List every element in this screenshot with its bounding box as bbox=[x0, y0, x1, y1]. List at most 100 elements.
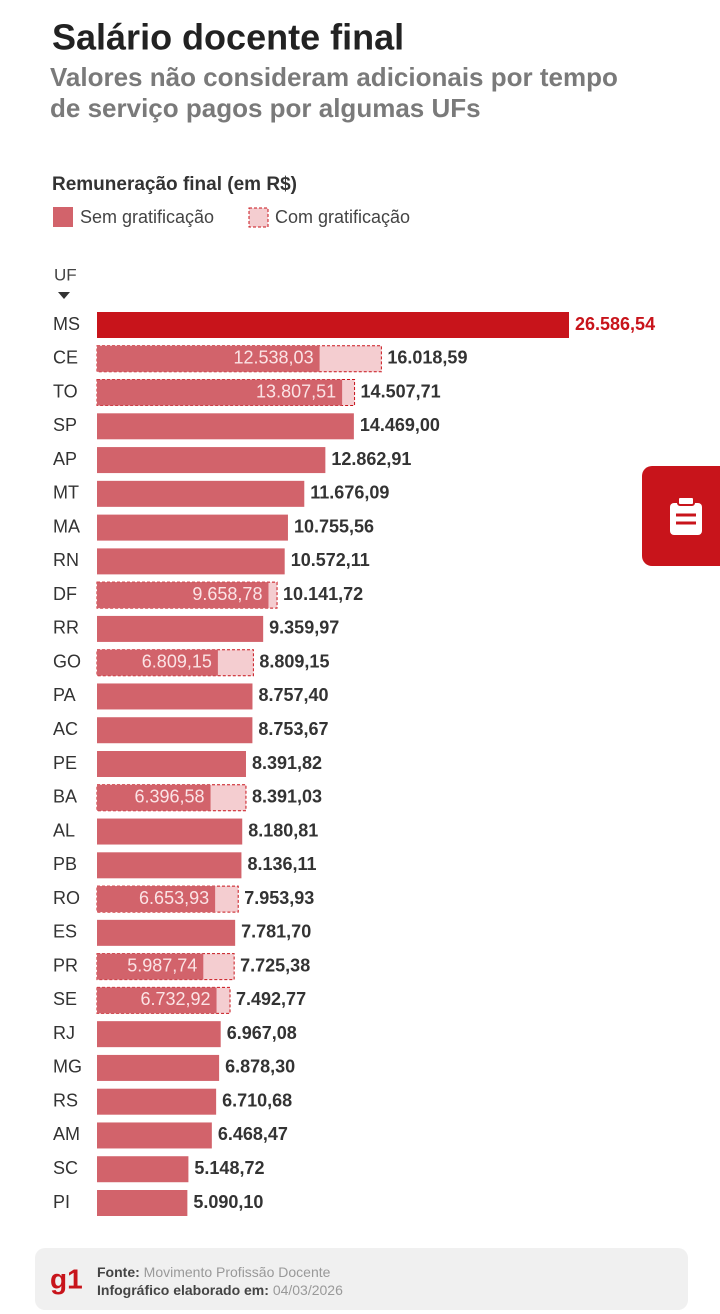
inner-value-label: 6.653,93 bbox=[139, 888, 209, 908]
footer-box bbox=[35, 1248, 688, 1310]
value-label: 10.755,56 bbox=[294, 516, 374, 536]
value-label: 11.676,09 bbox=[310, 483, 389, 503]
bar bbox=[97, 683, 253, 710]
legend-swatch bbox=[248, 207, 269, 228]
bar bbox=[97, 582, 269, 609]
value-label: 6.468,47 bbox=[218, 1124, 288, 1144]
footer-date: Infográfico elaborado em: 04/03/2026 bbox=[97, 1282, 343, 1298]
bar bbox=[97, 1054, 220, 1081]
value-label: 8.136,11 bbox=[247, 854, 316, 874]
category-label: SC bbox=[53, 1158, 78, 1178]
bar bbox=[97, 649, 218, 676]
legend-label: Sem gratificação bbox=[80, 207, 214, 227]
value-label: 9.359,97 bbox=[269, 618, 339, 638]
category-label: GO bbox=[53, 651, 81, 671]
category-label: AL bbox=[53, 820, 75, 840]
value-label: 8.180,81 bbox=[248, 820, 318, 840]
bar bbox=[97, 784, 211, 811]
category-label: MA bbox=[53, 516, 80, 536]
value-label: 8.391,03 bbox=[252, 787, 322, 807]
bar bbox=[97, 548, 285, 575]
category-label: RJ bbox=[53, 1023, 75, 1043]
bar bbox=[97, 447, 326, 474]
category-axis-label: UF bbox=[54, 265, 77, 284]
bar bbox=[97, 919, 236, 946]
bar bbox=[97, 345, 320, 372]
category-label: PI bbox=[53, 1192, 70, 1212]
category-label: RN bbox=[53, 550, 79, 570]
bar bbox=[97, 818, 243, 845]
category-label: AP bbox=[53, 449, 77, 469]
category-label: AC bbox=[53, 719, 78, 739]
value-label: 6.710,68 bbox=[222, 1090, 292, 1110]
value-label: 8.391,82 bbox=[252, 753, 322, 773]
value-label: 7.781,70 bbox=[241, 922, 311, 942]
category-label: RO bbox=[53, 888, 80, 908]
sort-arrow bbox=[58, 292, 70, 299]
bar bbox=[97, 886, 216, 913]
bar bbox=[97, 480, 305, 507]
legend-label: Com gratificação bbox=[275, 207, 410, 227]
category-label: RS bbox=[53, 1090, 78, 1110]
bar bbox=[97, 751, 246, 777]
value-axis-label: Remuneração final (em R$) bbox=[52, 174, 297, 195]
bar bbox=[97, 615, 264, 642]
value-label: 10.141,72 bbox=[283, 584, 363, 604]
bars: MS 26.586,54 CE 12.538,03 16.018,59 TO 13.807,… bbox=[53, 312, 655, 1216]
value-label: 6.878,30 bbox=[225, 1057, 295, 1077]
category-label: PB bbox=[53, 854, 77, 874]
value-label: 26.586,54 bbox=[575, 314, 655, 334]
category-label: TO bbox=[53, 381, 78, 401]
bar bbox=[97, 987, 217, 1014]
category-label: ES bbox=[53, 922, 77, 942]
bar bbox=[97, 1156, 189, 1183]
bar bbox=[97, 953, 204, 980]
inner-value-label: 5.987,74 bbox=[127, 955, 197, 975]
category-label: MG bbox=[53, 1057, 82, 1077]
logo: g1 bbox=[50, 1263, 83, 1294]
bar bbox=[97, 1190, 188, 1216]
footer-source: Fonte: Movimento Profissão Docente bbox=[97, 1264, 331, 1280]
bar bbox=[97, 717, 253, 744]
value-label: 6.967,08 bbox=[227, 1023, 297, 1043]
value-label: 8.753,67 bbox=[258, 719, 328, 739]
legend-swatch bbox=[53, 207, 73, 227]
inner-value-label: 13.807,51 bbox=[256, 381, 336, 401]
source-label: Fonte: bbox=[97, 1264, 140, 1280]
bar bbox=[97, 379, 343, 406]
source: Movimento Profissão Docente bbox=[144, 1264, 331, 1280]
value-label: 8.809,15 bbox=[259, 651, 329, 671]
date: 04/03/2026 bbox=[273, 1282, 343, 1298]
value-label: 5.148,72 bbox=[194, 1158, 264, 1178]
value-label: 7.492,77 bbox=[236, 989, 306, 1009]
clipboard-clip bbox=[677, 496, 695, 506]
bar bbox=[97, 312, 569, 338]
date-label: Infográfico elaborado em: bbox=[97, 1282, 269, 1298]
chart-title: Salário docente final bbox=[52, 17, 404, 58]
category-label: AM bbox=[53, 1124, 80, 1144]
inner-value-label: 6.809,15 bbox=[142, 651, 212, 671]
category-label: PR bbox=[53, 955, 78, 975]
category-label: PE bbox=[53, 753, 77, 773]
value-label: 12.862,91 bbox=[331, 449, 411, 469]
category-label: RR bbox=[53, 618, 79, 638]
category-label: MS bbox=[53, 314, 80, 334]
value-label: 8.757,40 bbox=[258, 685, 328, 705]
category-label: SP bbox=[53, 415, 77, 435]
value-label: 7.725,38 bbox=[240, 955, 310, 975]
bar bbox=[97, 1088, 217, 1115]
category-label: PA bbox=[53, 685, 76, 705]
category-label: SE bbox=[53, 989, 77, 1009]
subtitle-box: Valores não consideram adicionais por te… bbox=[50, 62, 618, 123]
side-button[interactable] bbox=[642, 466, 720, 566]
value-label: 7.953,93 bbox=[244, 888, 314, 908]
value-label: 14.469,00 bbox=[360, 415, 440, 435]
bar bbox=[97, 413, 354, 440]
category-label: CE bbox=[53, 348, 78, 368]
inner-value-label: 6.732,92 bbox=[140, 989, 210, 1009]
bar bbox=[97, 1021, 221, 1048]
bar bbox=[97, 514, 288, 541]
inner-value-label: 9.658,78 bbox=[192, 584, 262, 604]
value-label: 16.018,59 bbox=[387, 348, 467, 368]
